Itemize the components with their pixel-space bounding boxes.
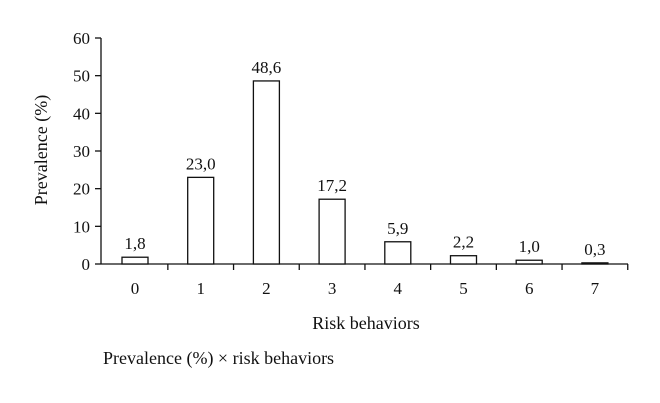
y-tick-label: 10 [73,217,90,236]
x-axis-title: Risk behaviors [312,313,420,333]
data-label: 5,9 [387,219,408,238]
y-axis-title: Prevalence (%) [31,95,52,205]
x-tick-label: 3 [328,279,337,298]
x-tick-label: 6 [525,279,534,298]
bar [449,255,478,265]
bars [121,80,609,265]
y-axis: 0 10 20 30 40 50 60 [73,29,102,274]
bar [515,259,543,265]
data-label: 2,2 [453,233,474,252]
x-axis: 0 1 2 3 4 5 6 7 [101,263,629,298]
data-label: 23,0 [186,154,216,173]
y-tick-label: 50 [73,67,90,86]
y-tick-label: 60 [73,29,90,48]
x-tick-label: 4 [394,279,403,298]
x-tick-label: 1 [196,279,205,298]
data-label: 17,2 [317,176,347,195]
x-tick-label: 7 [591,279,600,298]
bar [121,256,149,265]
y-tick-label: 20 [73,180,90,199]
data-labels: 1,8 23,0 48,6 17,2 5,9 2,2 1,0 0,3 [124,58,605,259]
data-label: 1,8 [124,234,145,253]
x-tick-label: 0 [131,279,140,298]
x-tick-label: 2 [262,279,271,298]
data-label: 48,6 [252,58,282,77]
bar [384,241,412,265]
bar [187,176,215,265]
y-tick-label: 0 [82,255,91,274]
bar [318,198,346,265]
bar [252,80,281,265]
y-tick-label: 30 [73,142,90,161]
data-label: 1,0 [519,237,540,256]
data-label: 0,3 [584,240,605,259]
x-tick-label: 5 [459,279,468,298]
bar [581,262,609,265]
figure-caption: Prevalence (%) × risk behaviors [103,348,335,368]
y-tick-label: 40 [73,104,90,123]
